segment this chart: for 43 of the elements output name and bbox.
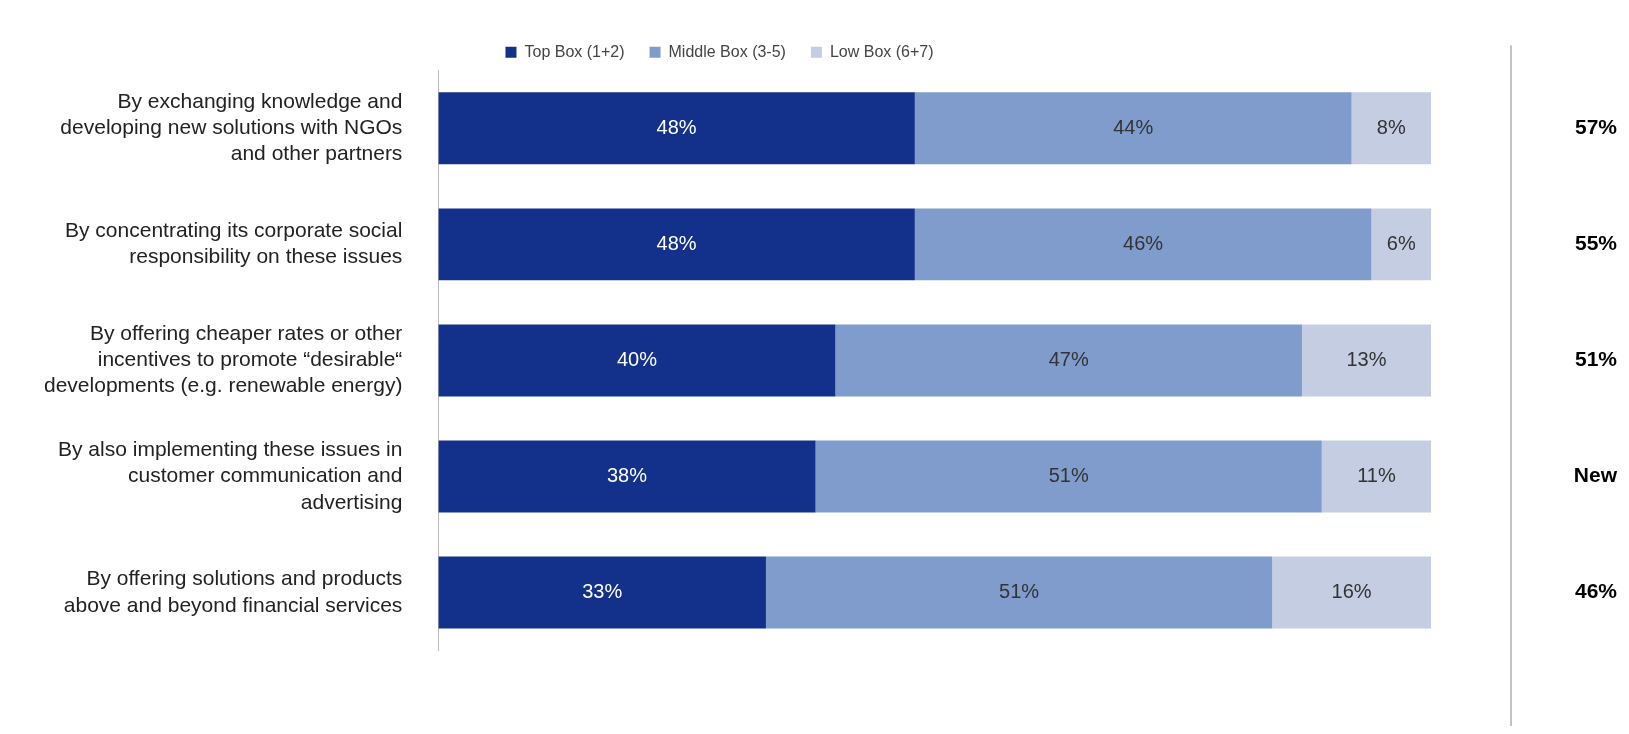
text: 55% — [1574, 231, 1618, 255]
data-label: 38% — [606, 464, 648, 487]
data-label: 11% — [1357, 464, 1396, 487]
data-label: 6% — [1386, 231, 1416, 254]
bar — [438, 324, 836, 397]
y-tick-label: By concentrating its corporate social responsibility on these issues — [65, 218, 403, 268]
text: New — [1573, 463, 1618, 487]
data-label: 8% — [1376, 115, 1406, 138]
data-label: 16% — [1331, 580, 1372, 603]
data-label: 47% — [1048, 347, 1089, 370]
bar — [914, 208, 1372, 281]
data-label: 51% — [1048, 464, 1089, 487]
text: 51% — [1574, 347, 1618, 371]
data-label: 48% — [656, 115, 697, 138]
bar — [1272, 556, 1431, 629]
data-label: 48% — [656, 231, 697, 254]
text: 57% — [1574, 115, 1618, 139]
y-tick-label: By exchanging knowledge and developing new solutions with NGOs and other partners — [60, 88, 403, 165]
text: 46% — [1574, 579, 1618, 603]
bar — [1301, 324, 1431, 397]
data-label: 46% — [1123, 231, 1164, 254]
bar — [914, 92, 1352, 165]
y-tick-label: By offering solutions and products above and beyond financial services — [63, 566, 403, 616]
bar — [438, 440, 816, 513]
bar — [438, 208, 915, 281]
data-label: 33% — [582, 580, 623, 603]
data-label: 40% — [616, 347, 658, 370]
bar — [1371, 208, 1431, 281]
y-tick-label: By also implementing these issues in customer communication and advertising — [58, 437, 403, 513]
data-label: 44% — [1113, 115, 1154, 138]
bar — [815, 440, 1322, 513]
bar — [835, 324, 1302, 397]
legend-label: Top Box (1+2) — [524, 42, 625, 60]
y-tick-label: By offering cheaper rates or other incentives to promote “desirable“ developments (e.g. renewable energy) — [44, 320, 403, 397]
data-label: 13% — [1346, 347, 1387, 370]
legend-label: Middle Box (3-5) — [668, 42, 786, 60]
bar — [1321, 440, 1431, 513]
legend-label: Low Box (6+7) — [829, 42, 934, 60]
bar — [1351, 92, 1431, 165]
bar — [438, 556, 766, 629]
bar — [765, 556, 1273, 629]
data-label: 51% — [999, 580, 1040, 603]
bar — [438, 92, 915, 165]
